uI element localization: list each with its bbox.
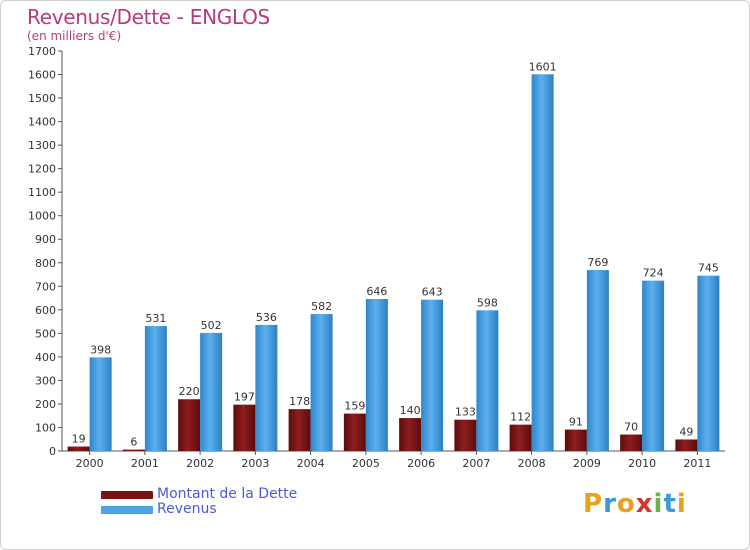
- chart-subtitle: (en milliers d'€): [27, 29, 122, 43]
- data-label-dette: 91: [569, 416, 583, 429]
- logo-letter: i: [676, 489, 687, 519]
- data-label-revenus: 582: [311, 300, 332, 313]
- x-tick-label: 2006: [407, 457, 435, 470]
- bar-dette: [620, 434, 643, 451]
- x-tick-label: 2001: [131, 457, 159, 470]
- bar-revenus: [586, 270, 609, 451]
- data-label-revenus: 745: [698, 262, 719, 275]
- logo-letter: i: [653, 489, 664, 519]
- data-label-revenus: 536: [256, 311, 277, 324]
- bar-revenus: [255, 324, 278, 451]
- x-tick-label: 2004: [297, 457, 325, 470]
- data-label-revenus: 646: [366, 285, 387, 298]
- y-tick-label: 1000: [28, 210, 56, 223]
- bar-revenus: [642, 280, 665, 451]
- y-tick-label: 100: [35, 421, 56, 434]
- legend-label-revenus: Revenus: [157, 501, 217, 517]
- y-tick-label: 1600: [28, 69, 56, 82]
- y-tick-label: 1200: [28, 163, 56, 176]
- bar-dette: [67, 446, 90, 451]
- data-label-dette: 140: [400, 404, 421, 417]
- logo-letter: P: [583, 489, 604, 519]
- x-tick-label: 2003: [241, 457, 269, 470]
- data-label-dette: 133: [455, 406, 476, 419]
- bar-dette: [509, 424, 532, 451]
- data-label-revenus: 724: [643, 267, 664, 280]
- data-label-dette: 19: [72, 433, 86, 446]
- y-tick-label: 800: [35, 257, 56, 270]
- data-label-dette: 197: [234, 391, 255, 404]
- logo-letter: x: [635, 489, 654, 519]
- data-label-dette: 178: [289, 395, 310, 408]
- data-label-dette: 220: [179, 385, 200, 398]
- y-tick-label: 1100: [28, 186, 56, 199]
- x-tick-label: 2009: [573, 457, 601, 470]
- x-tick-label: 2005: [352, 457, 380, 470]
- bar-revenus: [531, 74, 554, 451]
- logo-letter: r: [603, 489, 617, 519]
- data-label-revenus: 531: [145, 312, 166, 325]
- proxiti-logo: Proxiti: [583, 489, 687, 519]
- data-label-revenus: 502: [201, 319, 222, 332]
- y-tick-label: 1300: [28, 139, 56, 152]
- y-tick-label: 900: [35, 233, 56, 246]
- data-label-revenus: 1601: [529, 60, 557, 73]
- bar-revenus: [89, 357, 112, 451]
- y-tick-label: 1500: [28, 92, 56, 105]
- bar-revenus: [476, 310, 499, 451]
- data-label-dette: 159: [344, 400, 365, 413]
- data-label-dette: 6: [130, 436, 137, 449]
- y-tick-label: 700: [35, 280, 56, 293]
- bar-dette: [288, 409, 311, 451]
- y-tick-label: 300: [35, 374, 56, 387]
- bar-dette: [454, 419, 477, 451]
- bar-revenus: [421, 299, 444, 451]
- x-tick-label: 2007: [462, 457, 490, 470]
- x-tick-label: 2000: [76, 457, 104, 470]
- bar-dette: [122, 449, 145, 451]
- logo-letter: t: [663, 489, 677, 519]
- legend-swatch-revenus: [101, 506, 153, 514]
- y-tick-label: 400: [35, 351, 56, 364]
- bar-revenus: [310, 314, 333, 451]
- y-tick-label: 1400: [28, 116, 56, 129]
- bar-revenus: [365, 299, 388, 451]
- bar-dette: [399, 418, 422, 451]
- y-tick-label: 600: [35, 304, 56, 317]
- data-label-dette: 49: [679, 425, 693, 438]
- data-label-revenus: 398: [90, 343, 111, 356]
- data-label-revenus: 598: [477, 296, 498, 309]
- x-tick-label: 2002: [186, 457, 214, 470]
- bar-dette: [564, 429, 587, 451]
- data-label-revenus: 769: [587, 256, 608, 269]
- bar-dette: [233, 404, 256, 451]
- chart-title: Revenus/Dette - ENGLOS: [27, 5, 270, 29]
- legend-swatch-dette: [101, 491, 153, 499]
- x-tick-label: 2008: [518, 457, 546, 470]
- bar-dette: [343, 413, 366, 451]
- bar-dette: [178, 399, 201, 451]
- data-label-dette: 112: [510, 411, 531, 424]
- bar-revenus: [697, 275, 720, 451]
- logo-letter: o: [616, 489, 636, 519]
- data-label-dette: 70: [624, 421, 638, 434]
- y-tick-label: 1700: [28, 45, 56, 58]
- bar-revenus: [144, 326, 167, 451]
- x-tick-label: 2010: [628, 457, 656, 470]
- data-label-revenus: 643: [422, 286, 443, 299]
- y-tick-label: 0: [49, 445, 56, 458]
- x-tick-label: 2011: [683, 457, 711, 470]
- y-tick-label: 500: [35, 327, 56, 340]
- y-tick-label: 200: [35, 398, 56, 411]
- bar-dette: [675, 439, 698, 451]
- legend-label-dette: Montant de la Dette: [157, 486, 298, 502]
- bar-revenus: [200, 332, 223, 451]
